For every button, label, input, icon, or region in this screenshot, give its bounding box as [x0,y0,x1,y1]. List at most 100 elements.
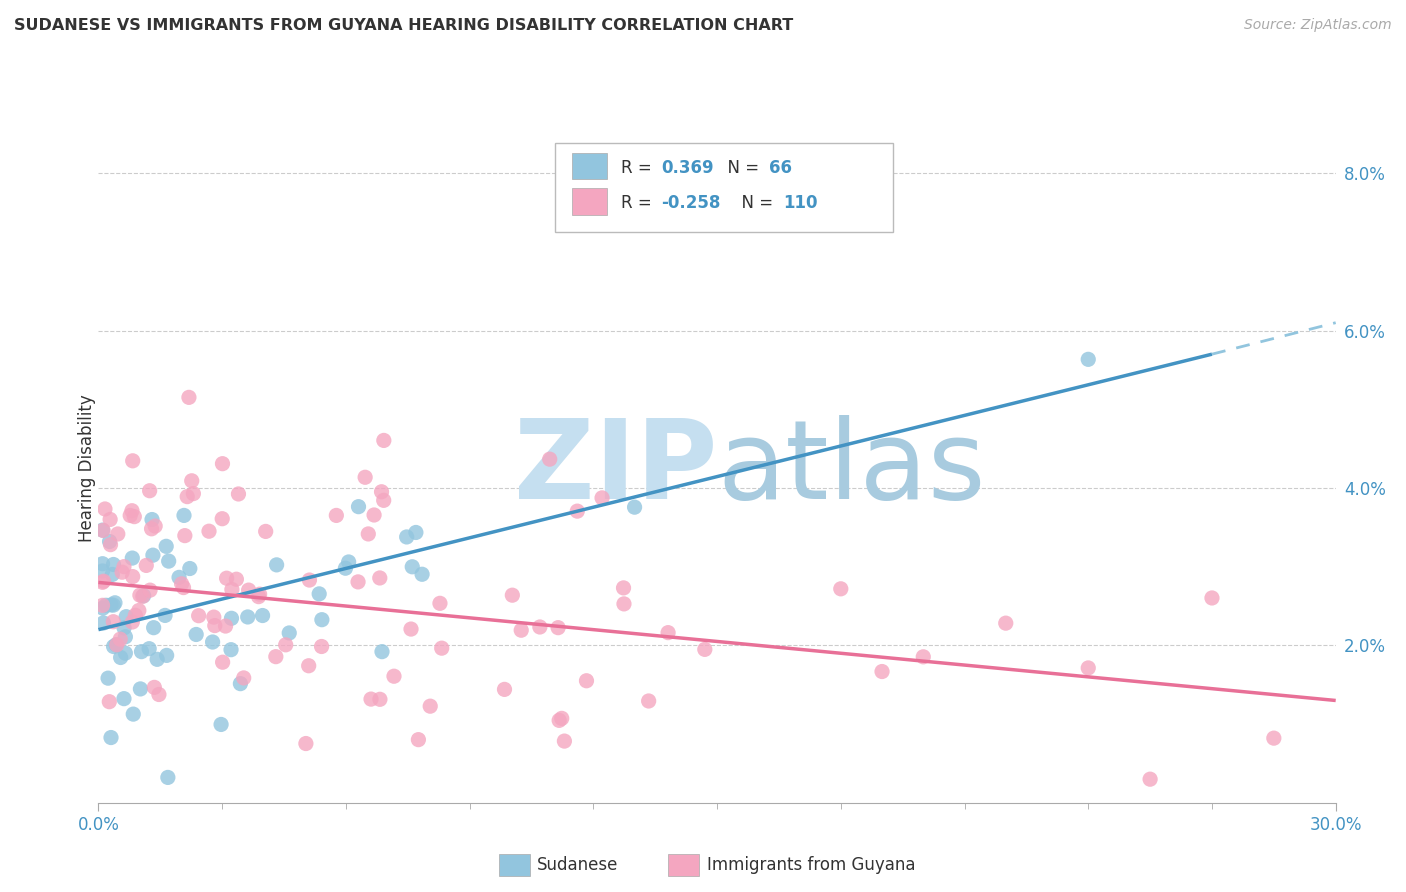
Point [401,559,423,574]
Point [120,508,142,523]
Point [121,504,143,518]
Point [111,565,134,579]
Point [173,528,195,542]
Point [373,493,395,508]
Point [325,508,347,523]
Point [187,608,209,623]
Point [167,570,190,584]
Point [1077,352,1099,367]
Point [170,576,193,591]
Point [347,500,370,514]
Y-axis label: Hearing Disability: Hearing Disability [79,394,96,542]
Point [105,638,128,652]
Point [129,681,152,696]
Point [104,596,127,610]
Point [100,538,122,552]
Point [138,483,160,498]
Point [547,621,569,635]
Point [114,630,136,644]
Point [101,567,124,582]
Point [124,608,146,623]
Point [138,641,160,656]
Point [153,608,176,623]
Point [538,452,561,467]
Point [139,583,162,598]
Point [591,491,613,505]
Point [494,682,516,697]
Point [110,650,132,665]
Point [657,625,679,640]
Point [202,610,225,624]
Point [254,524,277,539]
Point [214,619,236,633]
Point [98,695,121,709]
Text: R =: R = [621,159,658,177]
Point [363,508,385,522]
Point [529,620,551,634]
Point [121,569,143,583]
Point [382,669,405,683]
Point [308,587,330,601]
Point [429,596,451,610]
Point [204,618,226,632]
Point [173,508,195,523]
Point [399,622,422,636]
Text: SUDANESE VS IMMIGRANTS FROM GUYANA HEARING DISABILITY CORRELATION CHART: SUDANESE VS IMMIGRANTS FROM GUYANA HEARI… [14,18,793,33]
Point [395,530,418,544]
Point [121,454,143,468]
Point [112,691,135,706]
Point [115,609,138,624]
Point [360,692,382,706]
Point [148,688,170,702]
Text: N =: N = [731,194,779,212]
Point [173,581,195,595]
Point [105,638,128,652]
Text: Source: ZipAtlas.com: Source: ZipAtlas.com [1244,18,1392,32]
Point [411,567,433,582]
Point [176,490,198,504]
Point [110,632,132,647]
Point [142,548,165,562]
Point [93,615,115,630]
Point [91,557,114,571]
Point [91,601,114,615]
Text: atlas: atlas [717,415,986,522]
Point [368,692,391,706]
Point [311,640,333,654]
Point [1201,591,1223,605]
Point [225,572,247,586]
Point [91,575,114,590]
Point [183,486,205,500]
Point [238,583,260,598]
Text: Sudanese: Sudanese [537,856,619,874]
Point [575,673,598,688]
Point [278,626,301,640]
Point [354,470,377,484]
Point [91,564,114,578]
Point [637,694,659,708]
Point [1263,731,1285,746]
Point [247,590,270,604]
Point [221,582,243,597]
Point [186,627,208,641]
Point [357,527,380,541]
Point [830,582,852,596]
Text: 66: 66 [769,159,792,177]
Point [311,613,333,627]
Point [103,615,125,629]
Point [103,598,125,612]
Point [373,434,395,448]
Point [103,558,125,572]
Point [143,681,166,695]
Point [229,676,252,690]
Point [994,616,1017,631]
Point [142,621,165,635]
Point [232,671,254,685]
Point [215,571,238,585]
Point [143,519,166,533]
Point [264,649,287,664]
Point [177,390,200,404]
Point [98,534,121,549]
Point [141,512,163,526]
Point [121,551,143,566]
